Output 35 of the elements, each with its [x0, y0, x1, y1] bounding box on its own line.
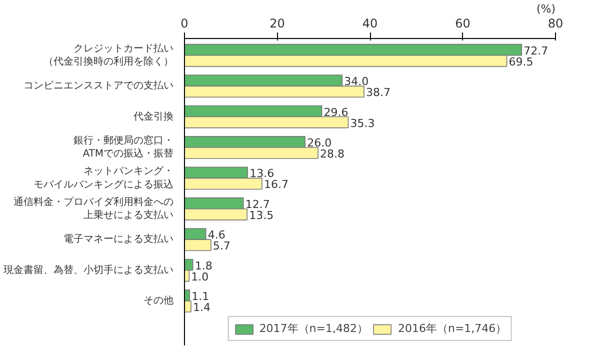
data-label: 38.7	[366, 86, 390, 100]
data-label: 1.8	[194, 259, 212, 272]
y-tick-label: 通信料金・プロバイダ利用料金への上乗せによる支払い	[14, 196, 174, 221]
data-label: 13.5	[249, 208, 274, 222]
y-tick-label: 銀行・郵便局の窓口・ATMでの振込・振替	[74, 134, 174, 160]
y-tick-label: 代金引換	[132, 110, 174, 122]
x-tick-label: 20	[270, 16, 285, 30]
y-tick-label: 電子マネーによる支払い	[64, 233, 174, 246]
data-label: 4.6	[208, 228, 226, 242]
y-tick-label: コンビニエンスストアでの支払い	[24, 80, 174, 92]
data-label: 1.4	[192, 301, 210, 314]
data-label: 35.3	[350, 116, 375, 130]
y-tick-label: その他	[144, 294, 174, 306]
data-label: 1.1	[192, 290, 210, 303]
legend-label: 2017年（n=1,482）	[259, 321, 368, 336]
y-tick-label: 現金書留、為替、小切手による支払い	[4, 264, 174, 276]
data-label: 5.7	[212, 240, 230, 253]
x-axis-title: (%)	[536, 2, 556, 16]
x-tick-label: 0	[180, 16, 188, 30]
data-label: 26.0	[307, 136, 332, 150]
x-tick-label: 60	[455, 16, 470, 30]
x-tick-label: 80	[548, 16, 564, 30]
y-tick-label: クレジットカード払い（代金引換時の利用を除く）	[44, 42, 174, 68]
x-tick-label: 40	[362, 16, 378, 30]
data-label: 28.8	[320, 148, 345, 161]
legend-label: 2016年（n=1,746）	[398, 321, 507, 336]
data-label: 29.6	[324, 106, 348, 119]
data-label: 34.0	[344, 75, 369, 88]
data-label: 16.7	[264, 178, 288, 192]
data-label: 69.5	[508, 55, 534, 68]
data-label: 12.7	[245, 198, 270, 211]
data-label: 1.0	[191, 270, 209, 284]
data-label: 13.6	[250, 167, 274, 180]
data-label: 72.7	[524, 44, 548, 58]
y-tick-label: ネットバンキング・モバイルバンキングによる振込	[34, 166, 174, 190]
